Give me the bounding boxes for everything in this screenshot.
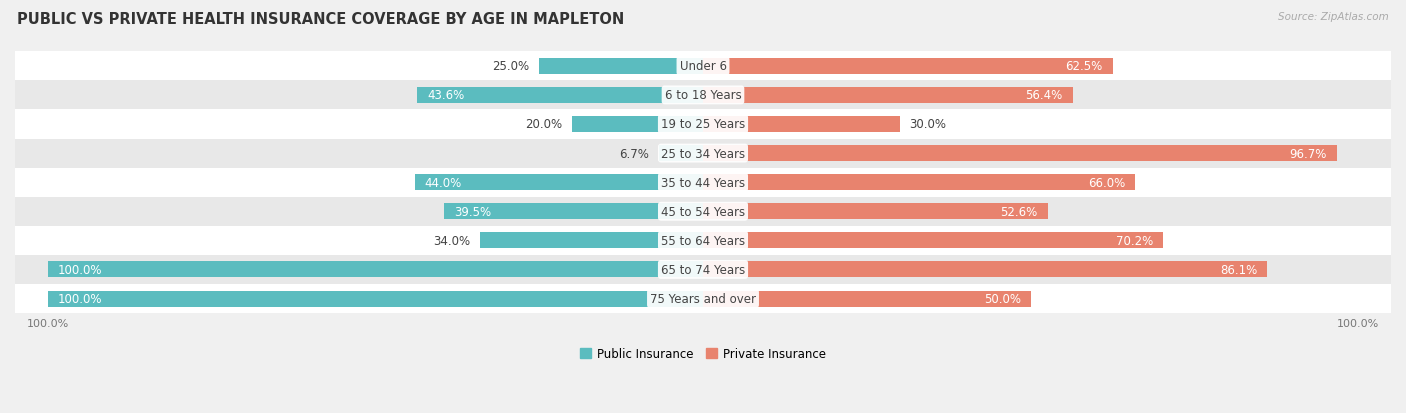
Bar: [415, 175, 703, 191]
Text: 39.5%: 39.5%: [454, 205, 491, 218]
Text: 43.6%: 43.6%: [427, 89, 464, 102]
Bar: [418, 88, 703, 104]
Bar: [703, 233, 1163, 249]
Bar: [703, 146, 1337, 161]
Bar: [48, 262, 703, 278]
Bar: [703, 88, 1073, 104]
Bar: [659, 146, 703, 161]
Text: 6 to 18 Years: 6 to 18 Years: [665, 89, 741, 102]
Bar: [15, 197, 1391, 226]
Text: 100.0%: 100.0%: [58, 263, 103, 276]
Bar: [538, 59, 703, 75]
Text: 19 to 25 Years: 19 to 25 Years: [661, 118, 745, 131]
Bar: [481, 233, 703, 249]
Text: 56.4%: 56.4%: [1025, 89, 1063, 102]
Text: 70.2%: 70.2%: [1116, 234, 1153, 247]
Text: 50.0%: 50.0%: [984, 292, 1021, 305]
Bar: [15, 139, 1391, 168]
Text: 66.0%: 66.0%: [1088, 176, 1126, 189]
Bar: [48, 291, 703, 307]
Text: 65 to 74 Years: 65 to 74 Years: [661, 263, 745, 276]
Text: 25 to 34 Years: 25 to 34 Years: [661, 147, 745, 160]
Bar: [703, 59, 1112, 75]
Text: 45 to 54 Years: 45 to 54 Years: [661, 205, 745, 218]
Text: 34.0%: 34.0%: [433, 234, 471, 247]
Text: 20.0%: 20.0%: [524, 118, 562, 131]
Bar: [15, 284, 1391, 313]
Bar: [703, 117, 900, 133]
Text: 25.0%: 25.0%: [492, 60, 530, 73]
Text: 30.0%: 30.0%: [910, 118, 946, 131]
Bar: [15, 168, 1391, 197]
Bar: [703, 291, 1031, 307]
Text: 75 Years and over: 75 Years and over: [650, 292, 756, 305]
Bar: [15, 81, 1391, 110]
Text: PUBLIC VS PRIVATE HEALTH INSURANCE COVERAGE BY AGE IN MAPLETON: PUBLIC VS PRIVATE HEALTH INSURANCE COVER…: [17, 12, 624, 27]
Text: Under 6: Under 6: [679, 60, 727, 73]
Text: 52.6%: 52.6%: [1001, 205, 1038, 218]
Bar: [703, 175, 1136, 191]
Bar: [703, 204, 1047, 220]
Bar: [15, 52, 1391, 81]
Text: Source: ZipAtlas.com: Source: ZipAtlas.com: [1278, 12, 1389, 22]
Text: 100.0%: 100.0%: [58, 292, 103, 305]
Bar: [15, 255, 1391, 284]
Bar: [15, 226, 1391, 255]
Text: 35 to 44 Years: 35 to 44 Years: [661, 176, 745, 189]
Bar: [15, 110, 1391, 139]
Legend: Public Insurance, Private Insurance: Public Insurance, Private Insurance: [575, 342, 831, 365]
Bar: [572, 117, 703, 133]
Text: 62.5%: 62.5%: [1066, 60, 1102, 73]
Text: 96.7%: 96.7%: [1289, 147, 1327, 160]
Text: 55 to 64 Years: 55 to 64 Years: [661, 234, 745, 247]
Text: 44.0%: 44.0%: [425, 176, 461, 189]
Text: 6.7%: 6.7%: [620, 147, 650, 160]
Bar: [703, 262, 1267, 278]
Bar: [444, 204, 703, 220]
Text: 86.1%: 86.1%: [1220, 263, 1257, 276]
